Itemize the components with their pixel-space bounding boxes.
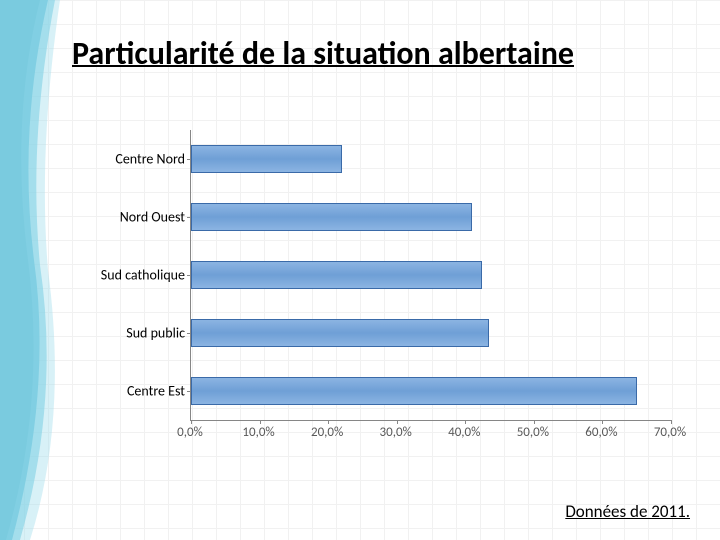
swoosh-decoration bbox=[0, 0, 60, 540]
y-tick bbox=[187, 391, 191, 392]
y-tick bbox=[187, 333, 191, 334]
y-axis-label: Centre Est bbox=[90, 383, 185, 400]
bar bbox=[191, 203, 472, 231]
x-tick bbox=[328, 420, 329, 424]
y-axis-label: Sud catholique bbox=[90, 267, 185, 284]
x-tick bbox=[260, 420, 261, 424]
x-axis-label: 10,0% bbox=[242, 425, 274, 440]
bar-chart: Centre Nord Nord Ouest Sud catholique Sud p… bbox=[90, 120, 680, 460]
bar bbox=[191, 261, 482, 289]
x-tick bbox=[602, 420, 603, 424]
x-axis-label: 0,0% bbox=[177, 425, 203, 440]
x-tick bbox=[397, 420, 398, 424]
x-axis-label: 70,0% bbox=[654, 425, 686, 440]
x-axis-label: 60,0% bbox=[585, 425, 617, 440]
footer-note: Données de 2011. bbox=[565, 501, 690, 522]
page-title: Particularité de la situation albertaine bbox=[72, 34, 574, 73]
x-tick bbox=[534, 420, 535, 424]
x-axis-label: 50,0% bbox=[517, 425, 549, 440]
y-tick bbox=[187, 159, 191, 160]
x-axis-label: 30,0% bbox=[380, 425, 412, 440]
x-tick bbox=[671, 420, 672, 424]
x-tick bbox=[465, 420, 466, 424]
x-axis-label: 20,0% bbox=[311, 425, 343, 440]
plot-area bbox=[190, 130, 671, 421]
y-tick bbox=[187, 275, 191, 276]
y-axis-label: Centre Nord bbox=[90, 151, 185, 168]
bar bbox=[191, 319, 489, 347]
x-tick bbox=[191, 420, 192, 424]
bar bbox=[191, 377, 637, 405]
y-axis-label: Nord Ouest bbox=[90, 209, 185, 226]
slide: Particularité de la situation albertaine… bbox=[0, 0, 720, 540]
x-axis-label: 40,0% bbox=[448, 425, 480, 440]
y-tick bbox=[187, 217, 191, 218]
y-axis-label: Sud public bbox=[90, 325, 185, 342]
bar bbox=[191, 145, 342, 173]
